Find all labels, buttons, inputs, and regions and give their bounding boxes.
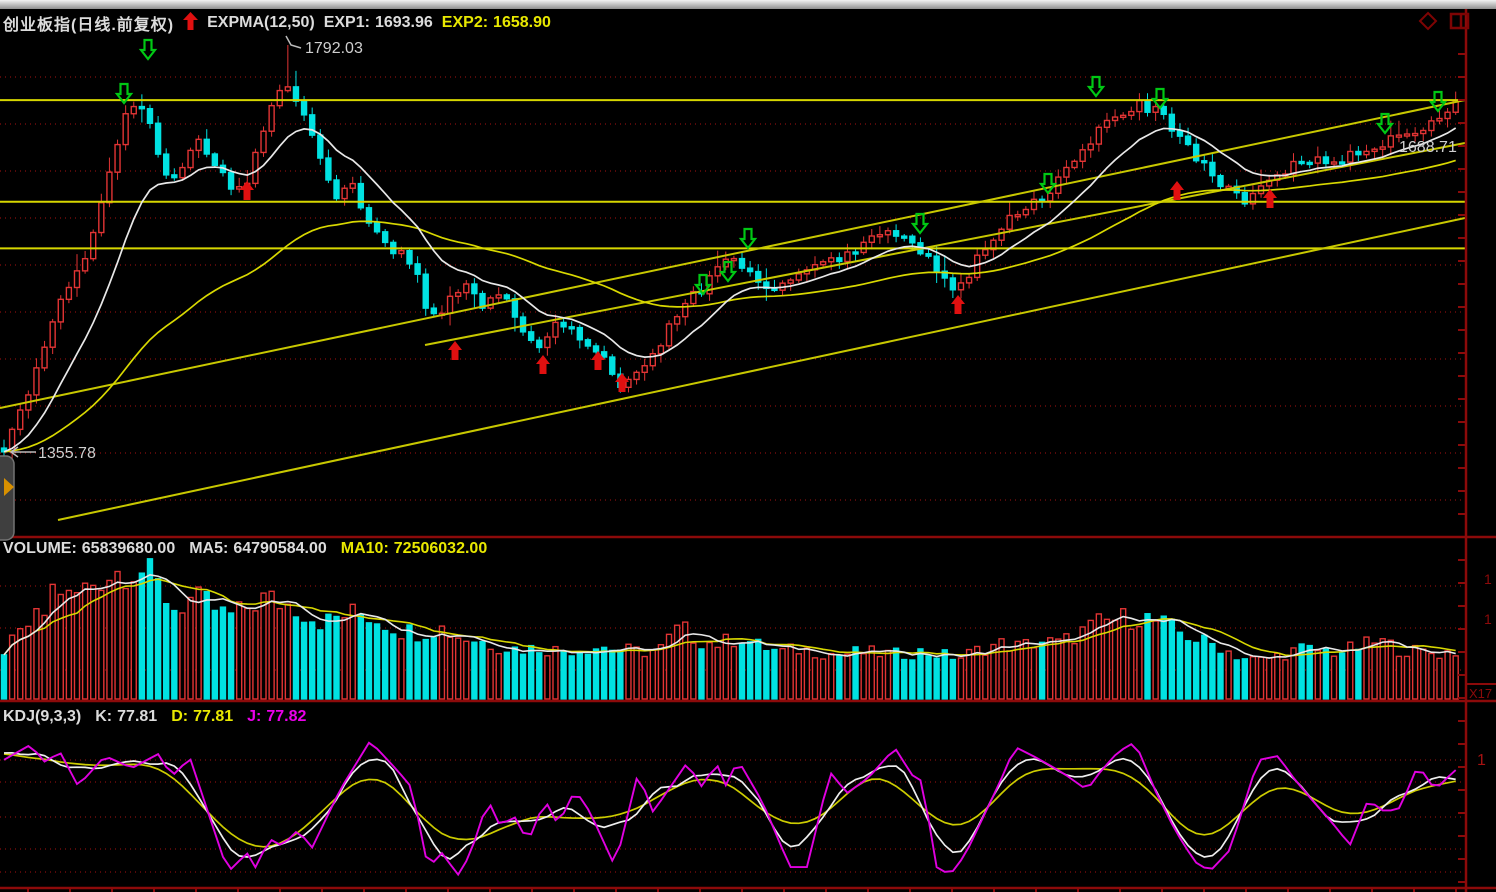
vol-ma5-value: 64790584.00 [233,540,327,557]
kdj-j-label: J: [247,708,262,725]
trough-price-label: 1355.78 [38,445,96,462]
window-titlebar [0,0,1496,9]
exp2-value: 1658.90 [493,14,551,31]
scroll-thumb[interactable] [0,455,15,541]
volume-label: VOLUME: [3,540,77,557]
volume-axis-label-1: 1 [1484,571,1492,587]
kdj-d-label: D: [171,708,189,725]
volume-axis-label-2: 1 [1484,611,1492,627]
volume-value: 65839680.00 [81,540,176,557]
last-price-label: 1688.71 [1399,139,1457,156]
volume-indicator-header: VOLUME: 65839680.00 MA5: 64790584.00 MA1… [3,540,487,558]
vol-ma10-value: 72506032.00 [393,540,488,557]
exp1-label: EXP1: [323,14,370,31]
kdj-d-value: 77.81 [193,708,234,725]
kdj-k-label: K: [95,708,113,725]
exp1-value: 1693.96 [374,14,433,31]
pane-id-label: X17 [1469,686,1492,701]
signal-up-arrow-icon [183,11,199,35]
exp2-label: EXP2: [441,14,489,31]
kdj-indicator-header: KDJ(9,3,3) K: 77.81 D: 77.81 J: 77.82 [3,708,306,726]
vol-ma10-label: MA10: [340,540,389,557]
diamond-icon[interactable] [1418,11,1438,36]
candlesticks [0,45,1459,460]
symbol-title: 创业板指(日线.前复权) [3,17,175,34]
peak-price-label: 1792.03 [305,40,363,57]
main-indicator-header: 创业板指(日线.前复权) EXPMA(12,50) EXP1: 1693.96 … [3,11,551,35]
kdj-name: KDJ(9,3,3) [3,708,82,725]
vol-ma5-label: MA5: [189,540,229,557]
trend-lines [0,99,1466,521]
peak-leader-line [285,35,302,49]
kdj-lines [3,741,1457,877]
volume-ma-lines [3,573,1456,659]
restore-window-icon[interactable] [1449,11,1471,36]
signal-arrows [114,38,1448,392]
kdj-axis-label: 1 [1477,752,1486,769]
frame-lines [0,9,1496,892]
kdj-j-value: 77.82 [266,708,307,725]
expma-lines [3,127,1457,453]
volume-bars [0,558,1459,700]
kdj-k-value: 77.81 [117,708,158,725]
indicator-name: EXPMA(12,50) [207,14,315,31]
